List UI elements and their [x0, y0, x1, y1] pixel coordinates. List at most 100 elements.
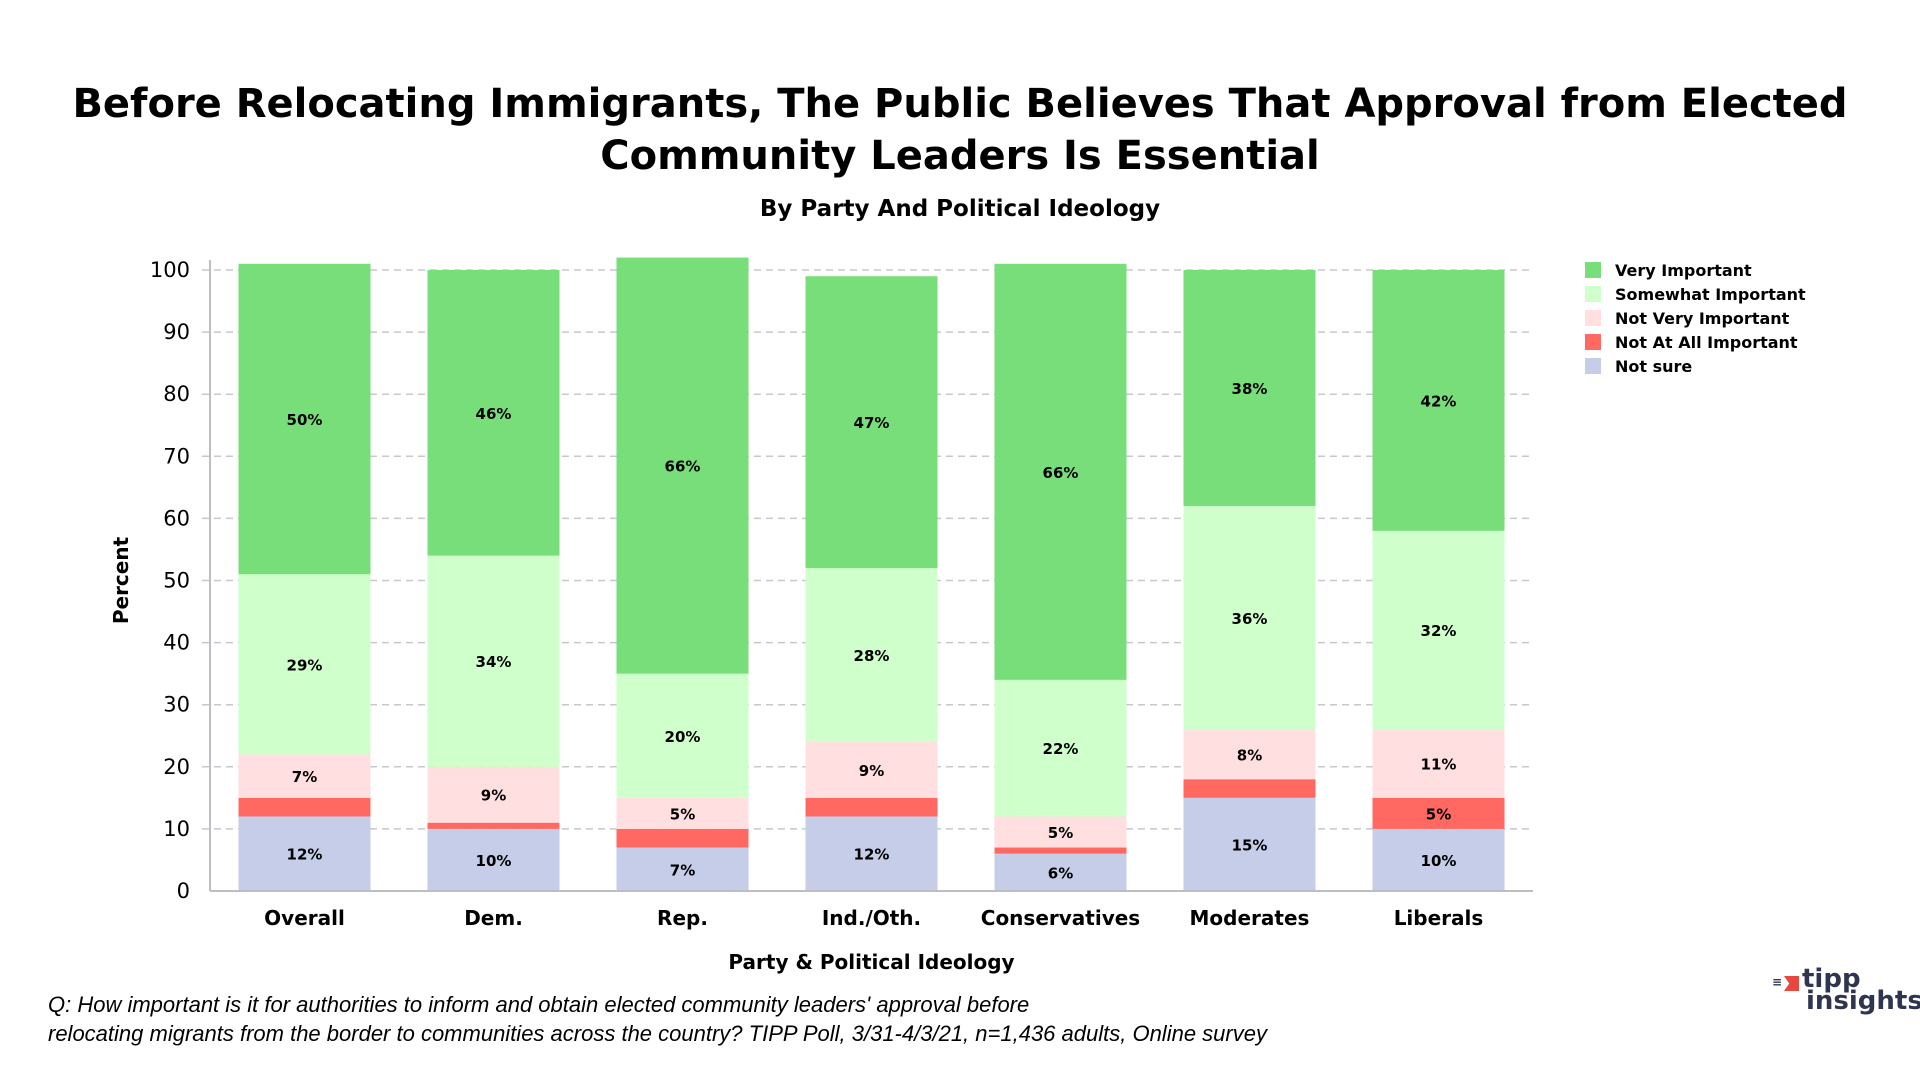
legend-label: Not At All Important — [1615, 332, 1798, 352]
y-tick-label: 100 — [150, 258, 190, 282]
data-label: 28% — [854, 647, 890, 665]
data-label: 12% — [854, 846, 890, 864]
data-label: 66% — [1043, 464, 1079, 482]
data-label: 8% — [1237, 746, 1262, 764]
legend-label: Not Very Important — [1615, 308, 1790, 328]
bar-segment — [427, 555, 560, 767]
bar-segment — [616, 797, 749, 829]
logo-text-tipp: tipp — [1802, 964, 1861, 994]
bar-segment — [427, 766, 560, 823]
legend-swatch — [1585, 358, 1601, 374]
bar-segment — [238, 754, 371, 798]
x-axis-title: Party & Political Ideology — [728, 950, 1014, 974]
logo-speed-lines-icon: ≡ — [1772, 975, 1783, 989]
legend-item-not-very-important[interactable]: Not Very Important — [1585, 306, 1806, 330]
bar-segment — [1183, 270, 1316, 506]
data-label: 38% — [1232, 380, 1268, 398]
x-tick-label: Liberals — [1394, 906, 1484, 930]
y-tick-label: 20 — [163, 755, 190, 779]
data-label: 11% — [1421, 756, 1457, 774]
data-label: 29% — [287, 656, 323, 674]
bar-segment — [1372, 270, 1505, 531]
bar-segment — [616, 828, 749, 848]
bar-segment — [994, 263, 1127, 680]
data-label: 36% — [1232, 610, 1268, 628]
bar-segment — [805, 276, 938, 569]
y-tick-label: 80 — [163, 382, 190, 406]
bar-segment — [238, 816, 371, 891]
x-tick-label: Dem. — [464, 906, 523, 930]
y-tick-label: 70 — [163, 444, 190, 468]
logo-flag-icon — [1784, 976, 1799, 991]
bar-segment — [1372, 530, 1505, 730]
bar-segment — [1183, 797, 1316, 891]
data-label: 10% — [476, 852, 512, 870]
bar-segment — [805, 816, 938, 891]
legend-item-somewhat-important[interactable]: Somewhat Important — [1585, 282, 1806, 306]
y-axis-title: Percent — [109, 536, 133, 624]
bar-segment — [427, 828, 560, 891]
data-label: 20% — [665, 728, 701, 746]
bar-segment — [1183, 729, 1316, 780]
axes: 0 10 20 30 40 50 60 70 80 90 100 Overall Dem. Rep. Ind… — [150, 258, 1533, 930]
bars — [238, 257, 1505, 891]
bar-segment — [427, 822, 560, 829]
legend-swatch — [1585, 286, 1601, 302]
data-label: 10% — [1421, 852, 1457, 870]
legend-label: Somewhat Important — [1615, 284, 1806, 304]
legend-item-not-sure[interactable]: Not sure — [1585, 354, 1806, 378]
data-label: 5% — [1048, 824, 1073, 842]
data-label: 12% — [287, 846, 323, 864]
data-label: 66% — [665, 458, 701, 476]
data-label: 47% — [854, 414, 890, 432]
footnote-line-2: relocating migrants from the border to c… — [48, 1021, 1267, 1046]
bar-segment — [994, 853, 1127, 891]
legend: Very Important Somewhat Important Not Ve… — [1585, 258, 1806, 378]
data-label: 7% — [670, 861, 695, 879]
bar-segment — [616, 673, 749, 798]
data-label: 50% — [287, 411, 323, 429]
chart-title: Before Relocating Immigrants, The Public… — [0, 78, 1920, 182]
y-tick-label: 50 — [163, 569, 190, 593]
bar-segment — [994, 847, 1127, 854]
footnote-line-1: Q: How important is it for authorities t… — [48, 992, 1030, 1017]
bar-segment — [427, 270, 560, 556]
data-labels: 12% 7% 29% 50% 10% 9% 34% 46% 7% 5% 20% 66% 12% 9% 28%… — [287, 380, 1457, 882]
data-label: 5% — [1426, 805, 1451, 823]
bar-segment — [1372, 729, 1505, 798]
legend-item-not-at-all-important[interactable]: Not At All Important — [1585, 330, 1806, 354]
legend-swatch — [1585, 334, 1601, 350]
y-tick-label: 0 — [177, 879, 190, 903]
y-tick-label: 40 — [163, 631, 190, 655]
y-tick-label: 30 — [163, 693, 190, 717]
data-label: 42% — [1421, 392, 1457, 410]
tipp-insights-logo: ≡ tipp insights — [1772, 964, 1920, 1020]
y-tick-label: 90 — [163, 320, 190, 344]
y-tick-label: 60 — [163, 506, 190, 530]
x-tick-label: Overall — [264, 906, 345, 930]
x-tick-label: Ind./Oth. — [822, 906, 921, 930]
data-label: 7% — [292, 768, 317, 786]
x-tick-label: Moderates — [1190, 906, 1310, 930]
data-label: 9% — [481, 787, 506, 805]
chart-title-line-2: Community Leaders Is Essential — [600, 133, 1320, 179]
data-label: 22% — [1043, 740, 1079, 758]
bar-segment — [1183, 505, 1316, 730]
logo-text-insights: insights — [1806, 986, 1920, 1016]
bar-segment — [805, 568, 938, 742]
bar-segment — [805, 797, 938, 817]
data-label: 9% — [859, 762, 884, 780]
bar-segment — [1183, 779, 1316, 798]
x-tick-label: Conservatives — [981, 906, 1140, 930]
legend-swatch — [1585, 310, 1601, 326]
bar-segment — [994, 816, 1127, 848]
chart-subtitle: By Party And Political Ideology — [759, 196, 1161, 222]
data-label: 6% — [1048, 864, 1073, 882]
bar-segment — [238, 263, 371, 575]
bar-segment — [238, 574, 371, 755]
bar-segment — [994, 679, 1127, 817]
legend-item-very-important[interactable]: Very Important — [1585, 258, 1806, 282]
x-tick-label: Rep. — [657, 906, 708, 930]
survey-footnote: Q: How important is it for authorities t… — [48, 990, 1267, 1048]
bar-segment — [1372, 828, 1505, 891]
